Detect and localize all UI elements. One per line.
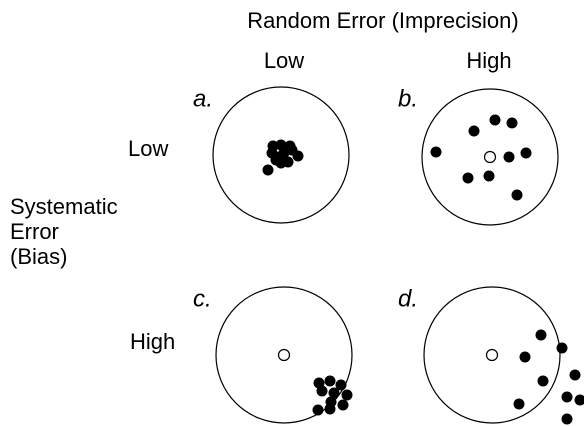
shot <box>511 189 523 201</box>
shot <box>503 151 515 163</box>
shot <box>316 385 328 397</box>
shot <box>556 342 568 354</box>
axis-label-line: (Bias) <box>10 244 67 269</box>
target-circle <box>421 88 559 226</box>
target-center <box>483 150 497 164</box>
shot <box>468 125 480 137</box>
shot <box>535 329 547 341</box>
axis-label-line: Error <box>10 219 59 244</box>
row-label: High <box>130 329 175 354</box>
shot <box>312 404 324 416</box>
target-circle <box>212 86 350 224</box>
shot <box>273 151 285 163</box>
shot <box>341 389 353 401</box>
panel-label: a. <box>193 85 213 112</box>
shot <box>262 164 274 176</box>
shot <box>537 375 549 387</box>
row-label: Low <box>128 136 168 161</box>
panel-label: c. <box>193 285 212 312</box>
shot <box>483 170 495 182</box>
shot <box>337 399 349 411</box>
shot <box>506 117 518 129</box>
shot <box>569 369 581 381</box>
target-circle <box>215 286 353 424</box>
shot <box>561 413 573 425</box>
shot <box>462 172 474 184</box>
target-center <box>485 348 499 362</box>
shot <box>328 387 340 399</box>
axis-label-line: Systematic <box>10 194 118 219</box>
shot <box>286 144 298 156</box>
panel-label: b. <box>398 85 418 112</box>
target-circle <box>423 286 561 424</box>
shot <box>335 379 347 391</box>
shot <box>519 351 531 363</box>
title: Random Error (Imprecision) <box>247 8 518 33</box>
column-label: High <box>466 48 511 73</box>
panel-label: d. <box>398 285 418 312</box>
column-label: Low <box>264 48 304 73</box>
targets <box>212 86 584 425</box>
shot <box>324 403 336 415</box>
target-center <box>277 348 291 362</box>
shot <box>513 398 525 410</box>
shot <box>324 375 336 387</box>
shot <box>561 391 573 403</box>
shot <box>520 147 532 159</box>
shot <box>574 394 584 406</box>
shot <box>430 146 442 158</box>
shot <box>489 114 501 126</box>
